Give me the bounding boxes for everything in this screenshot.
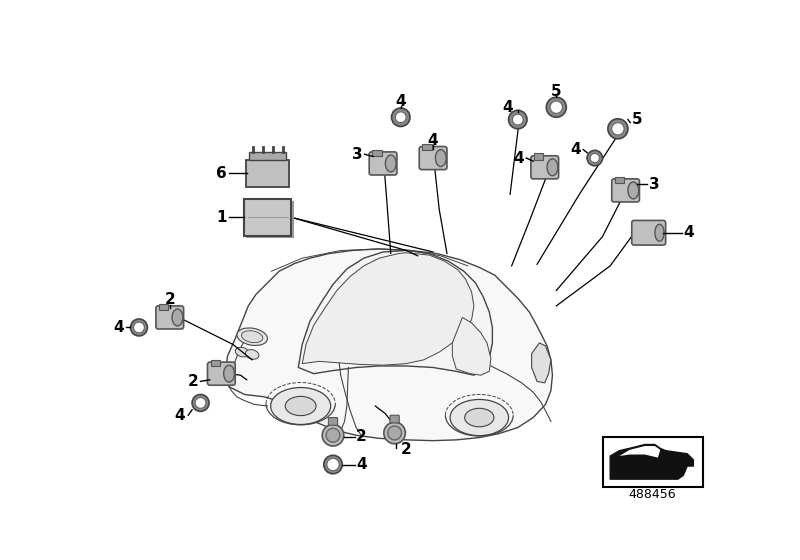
- Text: 4: 4: [428, 133, 438, 148]
- Bar: [602, 437, 702, 487]
- Ellipse shape: [172, 309, 183, 326]
- Text: 2: 2: [401, 442, 411, 458]
- Polygon shape: [226, 249, 553, 441]
- FancyBboxPatch shape: [612, 179, 639, 202]
- Polygon shape: [298, 250, 492, 375]
- Circle shape: [513, 114, 523, 125]
- Circle shape: [590, 153, 599, 162]
- FancyBboxPatch shape: [369, 152, 397, 175]
- Bar: [210, 360, 220, 366]
- Text: 3: 3: [352, 147, 362, 162]
- FancyBboxPatch shape: [246, 160, 289, 187]
- Bar: [372, 150, 382, 156]
- Text: 4: 4: [174, 408, 185, 423]
- Circle shape: [391, 108, 410, 127]
- Ellipse shape: [450, 399, 509, 436]
- Ellipse shape: [386, 155, 396, 172]
- Circle shape: [326, 428, 340, 442]
- Circle shape: [192, 394, 209, 412]
- Text: 4: 4: [514, 151, 524, 166]
- Ellipse shape: [655, 224, 664, 241]
- Polygon shape: [452, 318, 491, 375]
- Circle shape: [509, 110, 527, 129]
- FancyBboxPatch shape: [390, 415, 399, 423]
- FancyBboxPatch shape: [246, 201, 294, 238]
- Ellipse shape: [270, 388, 330, 424]
- FancyBboxPatch shape: [419, 147, 447, 170]
- Circle shape: [195, 398, 206, 408]
- Circle shape: [388, 426, 402, 440]
- Bar: [534, 153, 543, 160]
- Bar: [159, 304, 168, 310]
- Text: 4: 4: [570, 142, 581, 157]
- Text: 2: 2: [187, 374, 198, 389]
- Ellipse shape: [286, 396, 316, 416]
- Circle shape: [546, 97, 566, 117]
- Text: 4: 4: [395, 94, 406, 109]
- Bar: [422, 144, 431, 150]
- Ellipse shape: [242, 331, 263, 343]
- Text: 3: 3: [649, 177, 659, 192]
- Ellipse shape: [435, 150, 446, 166]
- Polygon shape: [619, 446, 660, 458]
- FancyBboxPatch shape: [156, 306, 184, 329]
- Circle shape: [324, 455, 342, 474]
- Polygon shape: [610, 445, 694, 479]
- Circle shape: [327, 458, 339, 470]
- FancyBboxPatch shape: [250, 152, 286, 160]
- Text: 4: 4: [356, 457, 366, 472]
- Ellipse shape: [547, 159, 558, 176]
- Ellipse shape: [628, 182, 638, 199]
- FancyBboxPatch shape: [632, 221, 666, 245]
- Circle shape: [134, 322, 144, 333]
- Text: 4: 4: [683, 225, 694, 240]
- Ellipse shape: [465, 408, 494, 427]
- Ellipse shape: [237, 328, 267, 346]
- Bar: [615, 176, 624, 183]
- Text: 2: 2: [164, 292, 175, 307]
- Polygon shape: [532, 343, 551, 383]
- Polygon shape: [302, 253, 474, 365]
- Text: 5: 5: [551, 85, 562, 99]
- Ellipse shape: [246, 349, 259, 359]
- Circle shape: [550, 101, 562, 113]
- Circle shape: [322, 424, 344, 446]
- Text: 5: 5: [632, 112, 642, 127]
- Text: 488456: 488456: [629, 488, 676, 501]
- Circle shape: [612, 123, 624, 135]
- FancyBboxPatch shape: [328, 418, 338, 425]
- FancyBboxPatch shape: [207, 362, 235, 385]
- FancyBboxPatch shape: [244, 199, 291, 236]
- Circle shape: [130, 319, 147, 336]
- Circle shape: [395, 112, 406, 123]
- Text: 1: 1: [216, 210, 226, 225]
- Circle shape: [587, 150, 602, 166]
- Ellipse shape: [235, 347, 249, 357]
- Ellipse shape: [224, 365, 234, 382]
- Circle shape: [608, 119, 628, 139]
- Text: 4: 4: [502, 100, 513, 115]
- Text: 4: 4: [113, 320, 123, 335]
- Circle shape: [384, 422, 406, 444]
- Text: 2: 2: [356, 430, 367, 444]
- FancyBboxPatch shape: [531, 156, 558, 179]
- Text: 6: 6: [216, 166, 226, 181]
